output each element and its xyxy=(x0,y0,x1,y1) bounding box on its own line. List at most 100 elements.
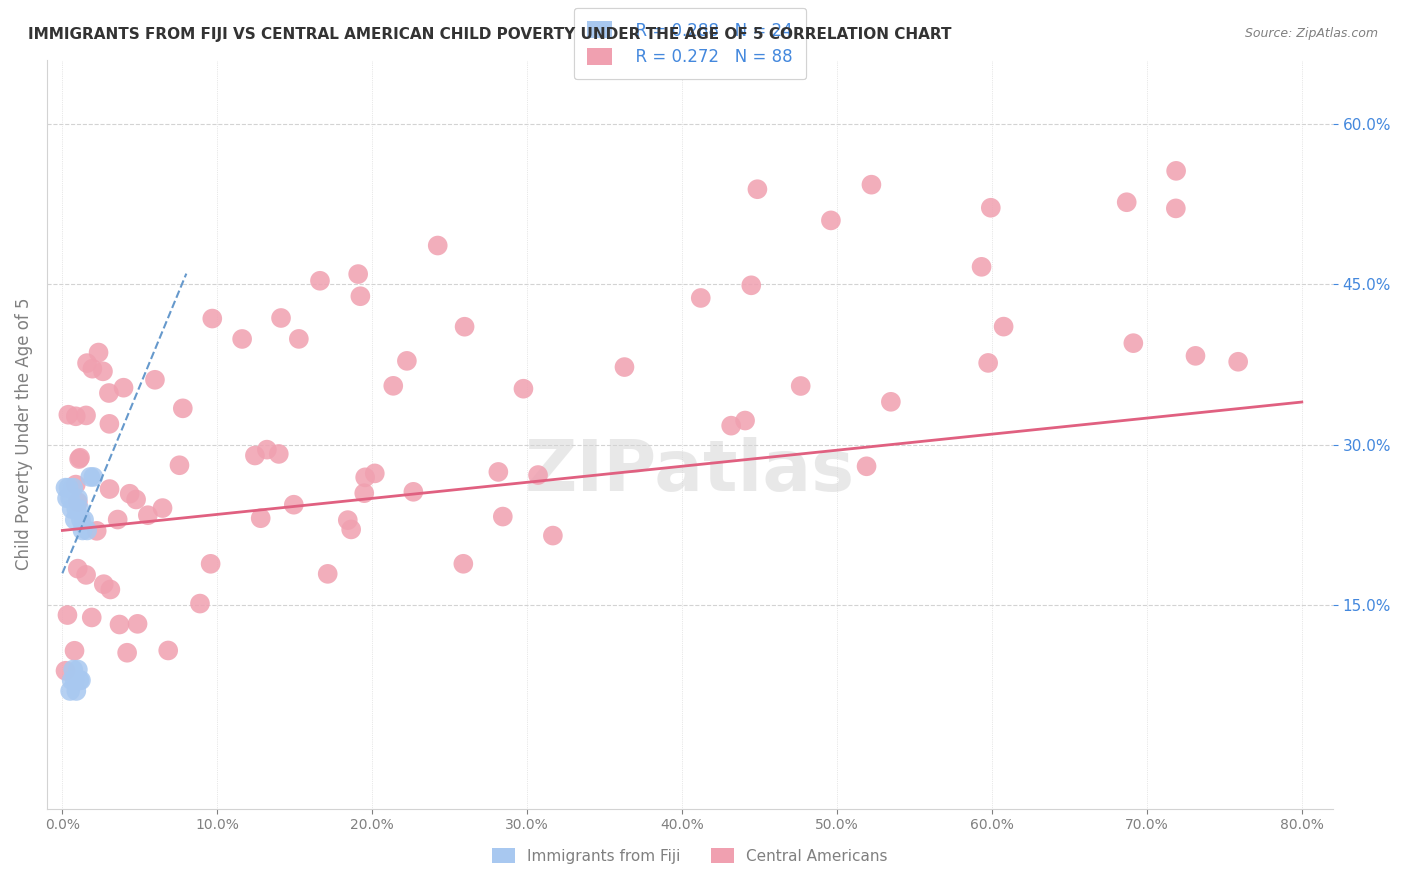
Point xyxy=(107,512,129,526)
Point xyxy=(76,356,98,370)
Point xyxy=(66,491,89,506)
Point xyxy=(820,213,842,227)
Point xyxy=(108,617,131,632)
Point xyxy=(541,528,564,542)
Point xyxy=(734,413,756,427)
Point xyxy=(993,319,1015,334)
Point xyxy=(453,557,475,571)
Point xyxy=(970,260,993,274)
Point xyxy=(789,379,811,393)
Point xyxy=(72,524,94,538)
Point xyxy=(70,673,93,688)
Point xyxy=(125,492,148,507)
Point xyxy=(97,386,120,401)
Point xyxy=(115,646,138,660)
Point xyxy=(58,408,80,422)
Point xyxy=(340,523,363,537)
Y-axis label: Child Poverty Under the Age of 5: Child Poverty Under the Age of 5 xyxy=(15,298,32,570)
Point xyxy=(288,332,311,346)
Point xyxy=(353,486,375,500)
Point xyxy=(720,418,742,433)
Point xyxy=(243,449,266,463)
Text: IMMIGRANTS FROM FIJI VS CENTRAL AMERICAN CHILD POVERTY UNDER THE AGE OF 5 CORREL: IMMIGRANTS FROM FIJI VS CENTRAL AMERICAN… xyxy=(28,27,952,42)
Point xyxy=(172,401,194,416)
Point xyxy=(143,373,166,387)
Point xyxy=(62,481,84,495)
Point xyxy=(152,501,174,516)
Point xyxy=(59,684,82,698)
Point xyxy=(55,481,77,495)
Point xyxy=(492,509,515,524)
Point xyxy=(426,238,449,252)
Point xyxy=(453,319,475,334)
Point xyxy=(86,524,108,538)
Point xyxy=(267,447,290,461)
Point xyxy=(98,482,121,496)
Point xyxy=(283,498,305,512)
Point xyxy=(76,524,98,538)
Point xyxy=(1115,195,1137,210)
Point xyxy=(249,511,271,525)
Point xyxy=(65,684,87,698)
Text: ZIPatlas: ZIPatlas xyxy=(524,437,855,506)
Point xyxy=(1227,355,1250,369)
Point xyxy=(56,608,79,623)
Point xyxy=(118,487,141,501)
Point xyxy=(395,354,418,368)
Point xyxy=(747,182,769,196)
Point xyxy=(309,274,332,288)
Point xyxy=(69,450,91,465)
Point xyxy=(1166,164,1188,178)
Point xyxy=(58,481,80,495)
Point xyxy=(527,468,550,483)
Point xyxy=(231,332,253,346)
Point xyxy=(336,513,359,527)
Point xyxy=(1164,202,1187,216)
Point xyxy=(112,381,135,395)
Point xyxy=(65,409,87,424)
Point xyxy=(486,465,509,479)
Point xyxy=(1184,349,1206,363)
Point xyxy=(93,577,115,591)
Point xyxy=(59,491,82,506)
Point xyxy=(1122,336,1144,351)
Point xyxy=(63,513,86,527)
Point xyxy=(740,278,762,293)
Point xyxy=(188,597,211,611)
Point xyxy=(200,557,222,571)
Point xyxy=(70,513,93,527)
Point xyxy=(613,360,636,375)
Point xyxy=(67,502,90,516)
Point xyxy=(256,442,278,457)
Point xyxy=(855,459,877,474)
Point xyxy=(201,311,224,326)
Legend:   R = 0.288   N = 24,   R = 0.272   N = 88: R = 0.288 N = 24, R = 0.272 N = 88 xyxy=(574,8,806,79)
Point xyxy=(169,458,191,473)
Point xyxy=(100,582,122,597)
Point xyxy=(977,356,1000,370)
Point xyxy=(65,502,87,516)
Point xyxy=(65,477,87,491)
Point xyxy=(55,664,77,678)
Point xyxy=(98,417,121,431)
Point xyxy=(66,663,89,677)
Point xyxy=(87,345,110,359)
Point xyxy=(91,364,114,378)
Point xyxy=(67,452,90,467)
Point xyxy=(66,561,89,575)
Point xyxy=(354,470,377,484)
Point xyxy=(63,644,86,658)
Point xyxy=(80,610,103,624)
Point xyxy=(382,379,405,393)
Point xyxy=(82,470,104,484)
Point xyxy=(689,291,711,305)
Point xyxy=(316,566,339,581)
Point xyxy=(136,508,159,523)
Point xyxy=(347,267,370,281)
Point xyxy=(157,643,180,657)
Point xyxy=(62,663,84,677)
Point xyxy=(79,470,101,484)
Point xyxy=(270,310,292,325)
Point xyxy=(512,382,534,396)
Text: Source: ZipAtlas.com: Source: ZipAtlas.com xyxy=(1244,27,1378,40)
